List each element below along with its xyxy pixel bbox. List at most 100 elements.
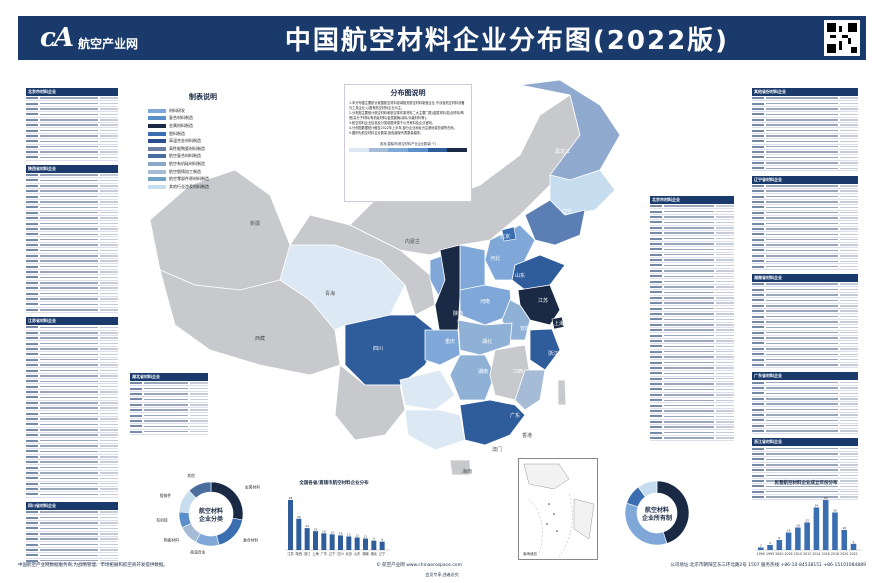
province-guizhou[interactable] (399, 369, 456, 411)
legend-item: 材料研发 (148, 107, 258, 115)
legend-swatch (148, 161, 166, 166)
south-sea-label: 南海诸岛 (523, 552, 537, 556)
province-shanghai[interactable] (551, 316, 565, 330)
company-list-panel: 其他省份材料企业 (752, 88, 858, 172)
table-row (26, 358, 118, 363)
province-hainan[interactable] (449, 459, 471, 476)
bar-value-label: 9 (373, 537, 375, 541)
table-row (650, 430, 734, 436)
bar-value-label: 14 (339, 531, 343, 535)
south-sea-map (523, 463, 595, 558)
table-row (650, 403, 734, 409)
table-row (26, 139, 118, 145)
ring-label: 复合材料 (243, 537, 258, 542)
table-row (26, 542, 118, 548)
province-beijing[interactable] (501, 226, 517, 242)
table-row (26, 331, 118, 336)
table-row (752, 189, 858, 195)
legend-label: 高性能陶瓷材料制造 (169, 145, 205, 151)
bar (288, 500, 293, 550)
table-row (752, 331, 858, 336)
footer-mid[interactable]: © 航空产业网 www.chinaerospace.com (376, 563, 462, 568)
table-row (752, 457, 858, 463)
legend-swatch (148, 169, 166, 174)
table-row (650, 253, 734, 258)
table-row (650, 350, 734, 355)
legend-item: 塑料制造 (148, 130, 258, 138)
bar-category-label: 陕西 (296, 551, 302, 556)
color-scale (349, 148, 468, 152)
province-fujian[interactable] (514, 369, 546, 411)
legend-item: 高性能陶瓷材料制造 (148, 145, 258, 153)
bar (776, 540, 783, 550)
province-hubei[interactable] (457, 319, 513, 356)
table-row (26, 184, 118, 189)
table-row (26, 465, 118, 471)
province-tibet[interactable] (159, 269, 341, 376)
table-row (650, 290, 734, 296)
table-row (650, 220, 734, 226)
province-chongqing[interactable] (424, 329, 461, 366)
table-row (26, 433, 118, 439)
table-row (26, 363, 118, 369)
table-row (650, 355, 734, 361)
province-liaoning[interactable] (524, 199, 586, 246)
table-row (26, 145, 118, 150)
table-row (752, 145, 858, 150)
bar-value-label: 40 (824, 496, 828, 500)
table-row (752, 413, 858, 419)
table-row (752, 232, 858, 238)
panel-title: 北京市材料企业 (26, 88, 118, 96)
province-taiwan[interactable] (557, 379, 567, 406)
legend-label: 高温合金材料制造 (169, 138, 201, 144)
table-row (752, 123, 858, 129)
logo[interactable]: cA 航空产业网 (18, 23, 208, 53)
table-row (650, 258, 734, 264)
bar (354, 537, 360, 550)
legend-item: 航空有机硅材料制造 (148, 160, 258, 168)
bar (813, 507, 820, 550)
table-row (130, 403, 208, 408)
ring-segment (637, 480, 658, 498)
bar-value-label: 14 (787, 529, 791, 533)
table-row (752, 194, 858, 200)
table-row (26, 438, 118, 444)
table-row (26, 264, 118, 270)
province-guangdong[interactable] (459, 399, 526, 446)
table-row (26, 428, 118, 433)
bar-value-label: 48 (289, 496, 293, 500)
table-row (752, 161, 858, 167)
qr-pattern (827, 23, 857, 53)
table-row (26, 254, 118, 260)
table-row (752, 155, 858, 161)
province-hunan[interactable] (449, 354, 496, 401)
province-guangxi[interactable] (404, 409, 466, 451)
table-row (752, 248, 858, 254)
table-row (650, 398, 734, 404)
table-row (26, 455, 118, 460)
logo-mark-icon: cA (40, 23, 74, 53)
province-sichuan[interactable] (344, 314, 441, 386)
bar-chart-1-title: 全国各省/直辖市航空材料企业分布 (284, 480, 384, 486)
table-row (650, 204, 734, 210)
table-row (26, 216, 118, 222)
bar-category-label: 江苏 (287, 551, 294, 556)
legend-swatch (148, 123, 166, 128)
table-row (650, 377, 734, 382)
bar (795, 527, 801, 550)
legend-swatch (148, 154, 166, 159)
table-row (752, 452, 858, 458)
table-row (26, 374, 118, 380)
panel-title: 江苏省材料企业 (26, 317, 118, 326)
table-row (26, 417, 118, 423)
company-list-panel: 江苏省材料企业 (26, 317, 118, 498)
table-row (752, 352, 858, 358)
province-yunnan[interactable] (334, 364, 406, 441)
table-row (130, 392, 208, 398)
company-list-panel: 湖北省材料企业 (130, 373, 208, 435)
province-zhejiang[interactable] (529, 328, 561, 371)
bar-value-label: 2 (760, 544, 762, 548)
table-row (26, 291, 118, 297)
bar-value-label: 16 (322, 529, 326, 533)
table-row (650, 274, 734, 280)
